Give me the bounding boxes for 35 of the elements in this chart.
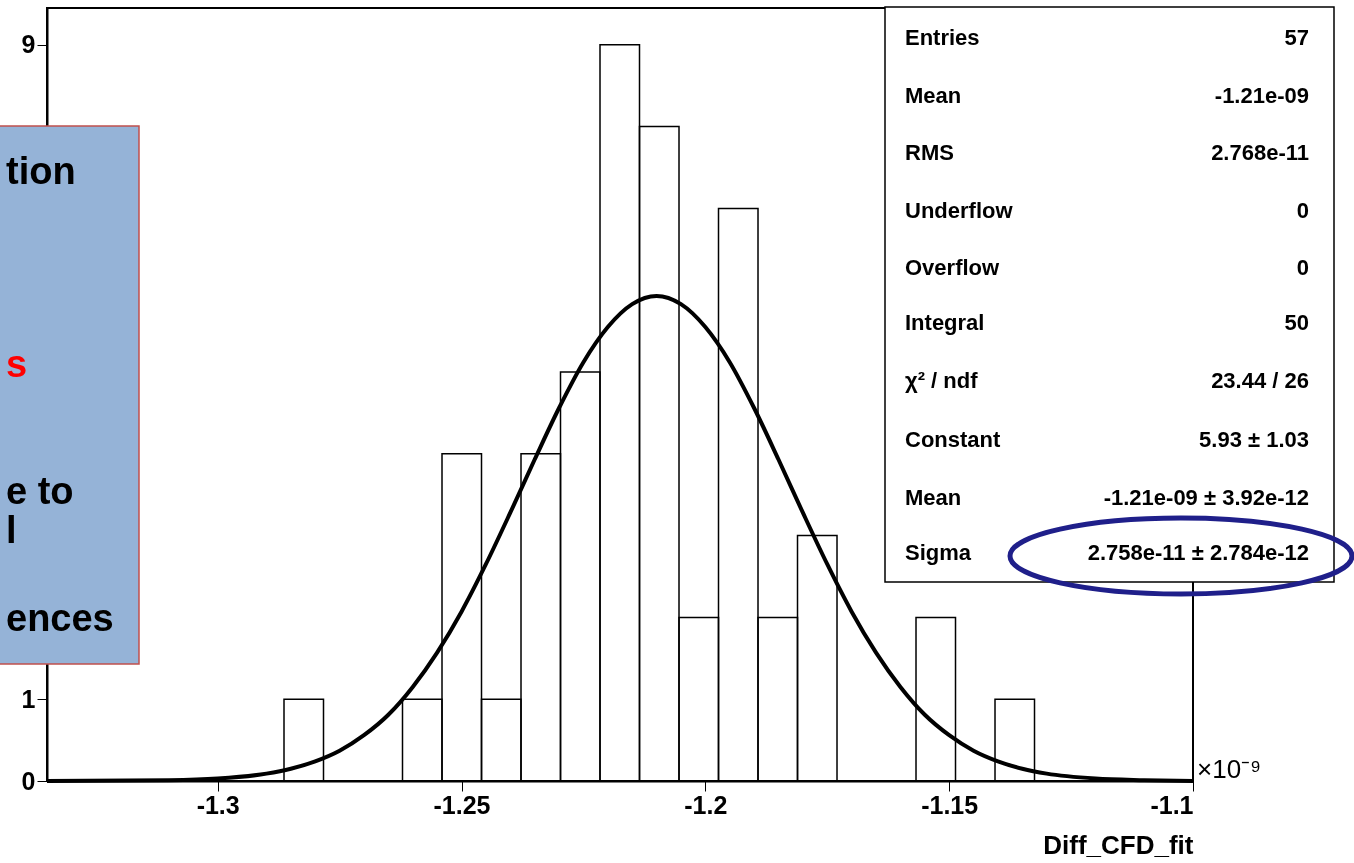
y-tick-label: 9 xyxy=(21,30,36,59)
x-tick-label: -1.3 xyxy=(196,790,240,819)
annotation: Integral xyxy=(905,310,985,335)
y-tick-label: 0 xyxy=(21,766,36,795)
annotation: Mean xyxy=(905,485,962,510)
text: 23.44 / 26 xyxy=(1211,368,1309,393)
annotation: e to xyxy=(6,470,74,512)
text: l xyxy=(6,509,17,551)
text: 57 xyxy=(1284,25,1309,50)
y-tick-label: 1 xyxy=(21,684,36,713)
annotation: Mean xyxy=(905,83,962,108)
text: 0 xyxy=(1296,255,1309,280)
annotation: χ² / ndf xyxy=(905,368,979,393)
annotation: ences xyxy=(6,597,114,639)
annotation: Sigma xyxy=(905,540,972,565)
x-tick-label: -1.25 xyxy=(433,790,491,819)
text: 5.93 ± 1.03 xyxy=(1199,427,1309,452)
text: 2.768e-11 xyxy=(1211,140,1309,165)
annotation: Entries xyxy=(905,25,980,50)
text: 0 xyxy=(1296,198,1309,223)
text: -1.21e-09 xyxy=(1214,83,1309,108)
annotation: 2.758e-11 ± 2.784e-12 xyxy=(1087,540,1309,565)
text: s xyxy=(6,343,28,385)
text: ×10⁻⁹ xyxy=(1197,754,1262,784)
x-tick-label: -1.15 xyxy=(921,790,979,819)
annotation: Underflow xyxy=(905,198,1014,223)
x-axis-title: Diff_CFD_fit xyxy=(1043,829,1194,860)
x-tick-label: -1.1 xyxy=(1150,790,1194,819)
text: 50 xyxy=(1284,310,1309,335)
annotation: Constant xyxy=(905,427,1001,452)
annotation: RMS xyxy=(905,140,954,165)
annotation: Overflow xyxy=(905,255,1001,280)
annotation: -1.21e-09 ± 3.92e-12 xyxy=(1103,485,1309,510)
x-tick-label: -1.2 xyxy=(684,790,728,819)
annotation: tion xyxy=(6,150,76,192)
